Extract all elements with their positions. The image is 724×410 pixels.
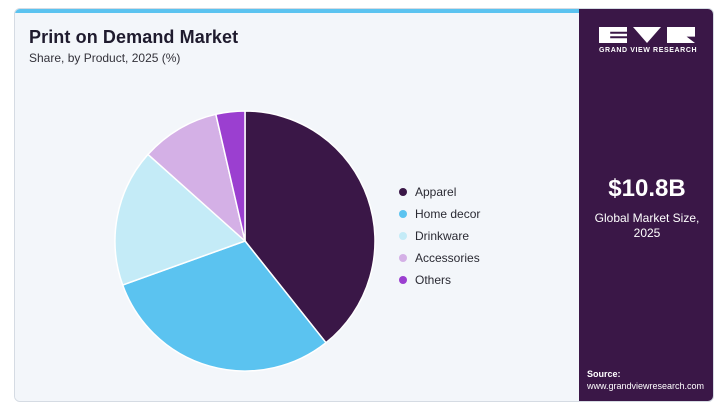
legend-dot-icon	[399, 254, 407, 262]
side-panel: GRAND VIEW RESEARCH $10.8B Global Market…	[579, 9, 713, 401]
chart-title: Print on Demand Market	[29, 27, 239, 47]
chart-card: Print on Demand Market Share, by Product…	[14, 8, 714, 402]
chart-subtitle: Share, by Product, 2025 (%)	[29, 51, 181, 65]
market-size-label-line1: Global Market Size,	[594, 211, 700, 225]
pie-slice-accessories	[146, 113, 247, 244]
legend-dot-icon	[399, 188, 407, 196]
legend-label: Accessories	[415, 251, 480, 265]
pie-slice-home-decor	[121, 240, 328, 372]
legend-item-apparel: Apparel	[399, 181, 480, 203]
pie-slice-others	[214, 110, 246, 242]
legend-item-home-decor: Home decor	[399, 203, 480, 225]
source-label: Source:	[587, 369, 621, 379]
logo-mark-g	[599, 27, 627, 43]
logo-mark-v	[633, 27, 661, 43]
pie-slice-drinkware	[114, 153, 247, 286]
legend-label: Drinkware	[415, 229, 470, 243]
top-accent-bar	[15, 9, 579, 13]
market-size-value: $10.8B	[608, 175, 686, 202]
legend-dot-icon	[399, 276, 407, 284]
legend-item-accessories: Accessories	[399, 247, 480, 269]
legend-item-drinkware: Drinkware	[399, 225, 480, 247]
source-link[interactable]: www.grandviewresearch.com	[587, 381, 705, 391]
legend-dot-icon	[399, 232, 407, 240]
legend-label: Apparel	[415, 185, 457, 199]
legend-label: Others	[415, 273, 452, 287]
logo-mark-r	[667, 27, 695, 43]
chart-panel: Print on Demand Market Share, by Product…	[15, 9, 579, 401]
chart-legend: Apparel Home decor Drinkware Accessories Oth…	[399, 181, 480, 291]
legend-item-others: Others	[399, 269, 480, 291]
grand-view-research-logo: GRAND VIEW RESEARCH	[599, 27, 699, 54]
market-size-label-line2: 2025	[633, 226, 661, 240]
legend-label: Home decor	[415, 207, 481, 221]
legend-dot-icon	[399, 210, 407, 218]
logo-text: GRAND VIEW RESEARCH	[599, 47, 698, 54]
pie-slice-apparel	[244, 110, 376, 344]
market-size-label: Global Market Size, 2025	[579, 211, 713, 241]
pie-chart	[114, 110, 376, 372]
